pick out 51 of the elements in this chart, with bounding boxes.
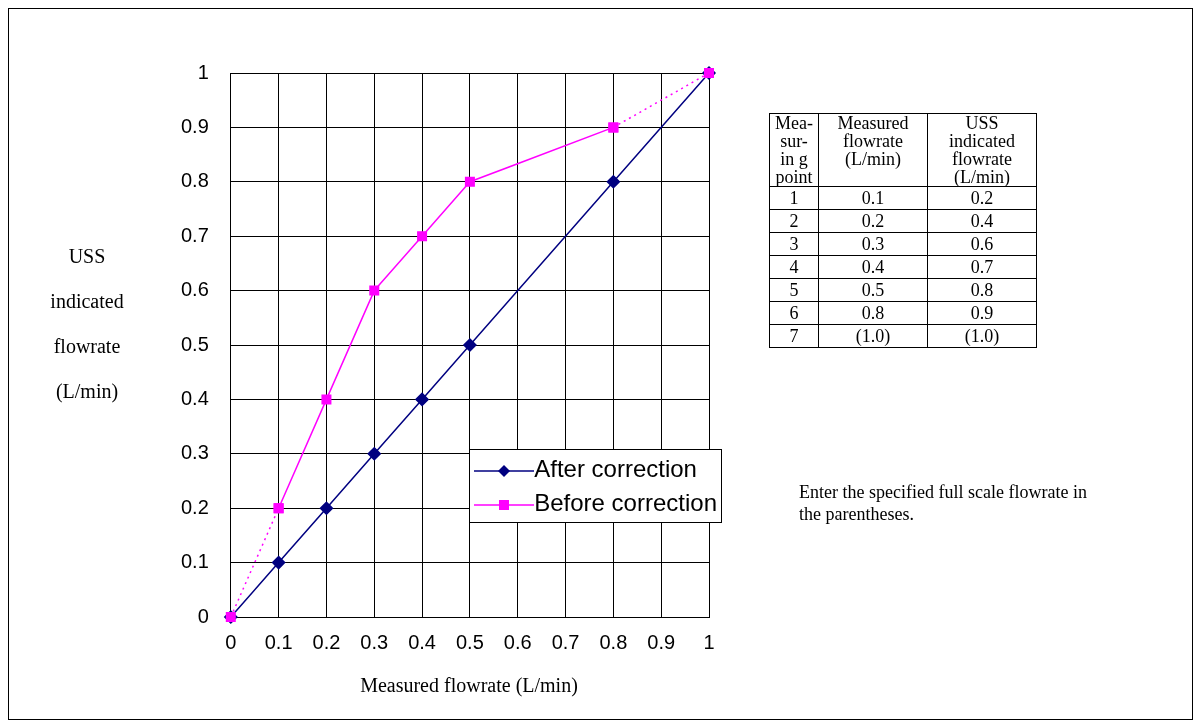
y-tick-label: 0.1	[180, 550, 209, 573]
text: 3	[769, 232, 819, 256]
text: 2	[769, 209, 819, 233]
text: Enter the specified full scale flowrate in the parentheses.	[799, 481, 1088, 525]
y-tick-label: 0.3	[180, 441, 209, 464]
text: 0.8	[927, 278, 1037, 302]
text: 4	[769, 255, 819, 279]
text: 0.1	[818, 186, 928, 210]
y-tick-label: 0.6	[180, 278, 209, 301]
y-tick-label: 0.4	[180, 386, 209, 409]
x-tick-label: 0.5	[456, 630, 484, 653]
text: 0.8	[818, 301, 928, 325]
y-tick-label: 0.7	[180, 223, 209, 246]
y-tick-label: 0.9	[180, 114, 209, 137]
text: 0.2	[818, 209, 928, 233]
y-axis-title: USS indicated flowrate (L/min)	[49, 244, 125, 405]
legend-label: Before correction	[534, 489, 717, 516]
x-tick-label: 0.9	[647, 630, 676, 653]
text: 0.6	[927, 232, 1037, 256]
y-tick-label: 1	[197, 60, 209, 83]
y-tick-label: 0.8	[180, 169, 209, 192]
text: USS indicated flowrate (L/min)	[927, 113, 1037, 187]
text: Mea-sur-in g point	[769, 113, 819, 187]
text: 0.2	[927, 186, 1037, 210]
x-tick-label: 0.8	[599, 630, 628, 653]
x-tick-label: 0.3	[360, 630, 389, 653]
x-tick-label: 0	[225, 630, 237, 653]
text: (1.0)	[927, 324, 1037, 348]
text: Measured flowrate (L/min)	[818, 113, 928, 187]
text: 0.9	[927, 301, 1037, 325]
x-tick-label: 0.1	[264, 630, 293, 653]
x-tick-label: 0.4	[408, 630, 436, 653]
y-tick-label: 0.2	[180, 495, 209, 518]
text: 0.3	[818, 232, 928, 256]
text: 7	[769, 324, 819, 348]
x-tick-label: 0.2	[312, 630, 341, 653]
x-tick-label: 0.7	[551, 630, 580, 653]
legend-label: After correction	[534, 455, 697, 482]
text: (1.0)	[818, 324, 928, 348]
y-tick-label: 0.5	[180, 332, 209, 355]
x-tick-label: 0.6	[503, 630, 532, 653]
text: 0.4	[927, 209, 1037, 233]
x-tick-label: 1	[703, 630, 715, 653]
text: 1	[769, 186, 819, 210]
text: 0.5	[818, 278, 928, 302]
text: 0.7	[927, 255, 1037, 279]
text: 5	[769, 278, 819, 302]
text: 6	[769, 301, 819, 325]
text: 0.4	[818, 255, 928, 279]
y-tick-label: 0	[197, 604, 209, 627]
x-axis-title: Measured flowrate (L/min)	[359, 674, 579, 697]
